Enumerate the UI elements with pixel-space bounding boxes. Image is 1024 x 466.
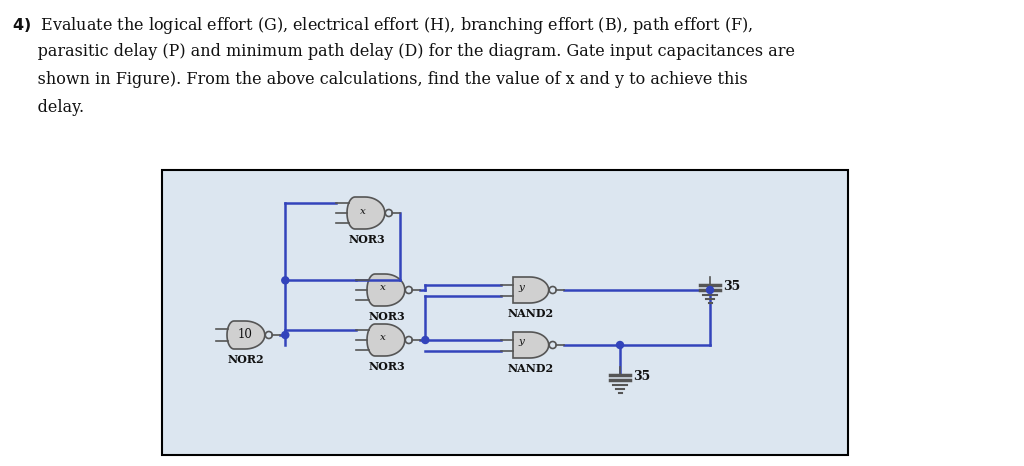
Text: NOR3: NOR3	[369, 361, 406, 372]
Text: delay.: delay.	[12, 99, 84, 116]
Polygon shape	[513, 332, 549, 358]
Text: 35: 35	[723, 281, 740, 294]
Text: NOR2: NOR2	[227, 354, 264, 365]
Text: y: y	[518, 282, 524, 292]
Text: NOR3: NOR3	[348, 234, 385, 245]
Text: NOR3: NOR3	[369, 311, 406, 322]
Text: 10: 10	[238, 329, 253, 342]
Circle shape	[282, 331, 289, 338]
Text: $\bf{4)}$  Evaluate the logical effort (G), electrical effort (H), branching eff: $\bf{4)}$ Evaluate the logical effort (G…	[12, 15, 754, 36]
Text: parasitic delay (P) and minimum path delay (D) for the diagram. Gate input capac: parasitic delay (P) and minimum path del…	[12, 43, 795, 60]
Polygon shape	[367, 324, 404, 356]
Text: x: x	[360, 206, 366, 215]
Polygon shape	[347, 197, 385, 229]
Bar	[162, 170, 848, 455]
Text: 35: 35	[633, 370, 650, 384]
Circle shape	[707, 287, 714, 294]
Text: NAND2: NAND2	[508, 363, 554, 374]
Polygon shape	[513, 277, 549, 303]
Text: x: x	[380, 334, 386, 343]
Text: y: y	[518, 337, 524, 347]
Polygon shape	[227, 321, 265, 349]
Text: shown in Figure). From the above calculations, find the value of x and y to achi: shown in Figure). From the above calcula…	[12, 71, 748, 88]
Circle shape	[282, 277, 289, 284]
Circle shape	[422, 336, 429, 343]
Text: NAND2: NAND2	[508, 308, 554, 319]
Polygon shape	[367, 274, 404, 306]
Circle shape	[616, 342, 624, 349]
Text: x: x	[380, 283, 386, 293]
